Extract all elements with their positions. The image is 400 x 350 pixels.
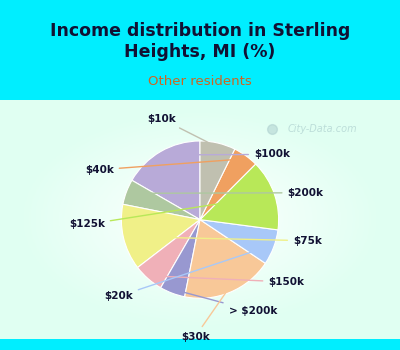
Text: > $200k: > $200k — [176, 290, 277, 316]
Wedge shape — [132, 141, 200, 220]
Text: $10k: $10k — [147, 114, 214, 146]
Wedge shape — [123, 180, 200, 220]
Wedge shape — [200, 141, 235, 220]
Wedge shape — [121, 204, 200, 267]
Text: $150k: $150k — [154, 276, 304, 287]
Text: $30k: $30k — [181, 291, 227, 342]
Text: $40k: $40k — [85, 159, 241, 175]
Text: $125k: $125k — [69, 196, 268, 229]
Text: $20k: $20k — [104, 247, 267, 301]
Wedge shape — [200, 164, 279, 230]
Wedge shape — [200, 149, 256, 220]
Wedge shape — [138, 220, 200, 288]
Wedge shape — [161, 220, 200, 297]
Text: Income distribution in Sterling
Heights, MI (%): Income distribution in Sterling Heights,… — [50, 22, 350, 61]
Text: $75k: $75k — [130, 236, 322, 246]
Text: City-Data.com: City-Data.com — [288, 124, 358, 133]
Wedge shape — [200, 220, 278, 263]
Text: $100k: $100k — [166, 149, 290, 159]
Text: Other residents: Other residents — [148, 75, 252, 88]
Text: $200k: $200k — [133, 188, 324, 198]
Wedge shape — [185, 220, 265, 298]
